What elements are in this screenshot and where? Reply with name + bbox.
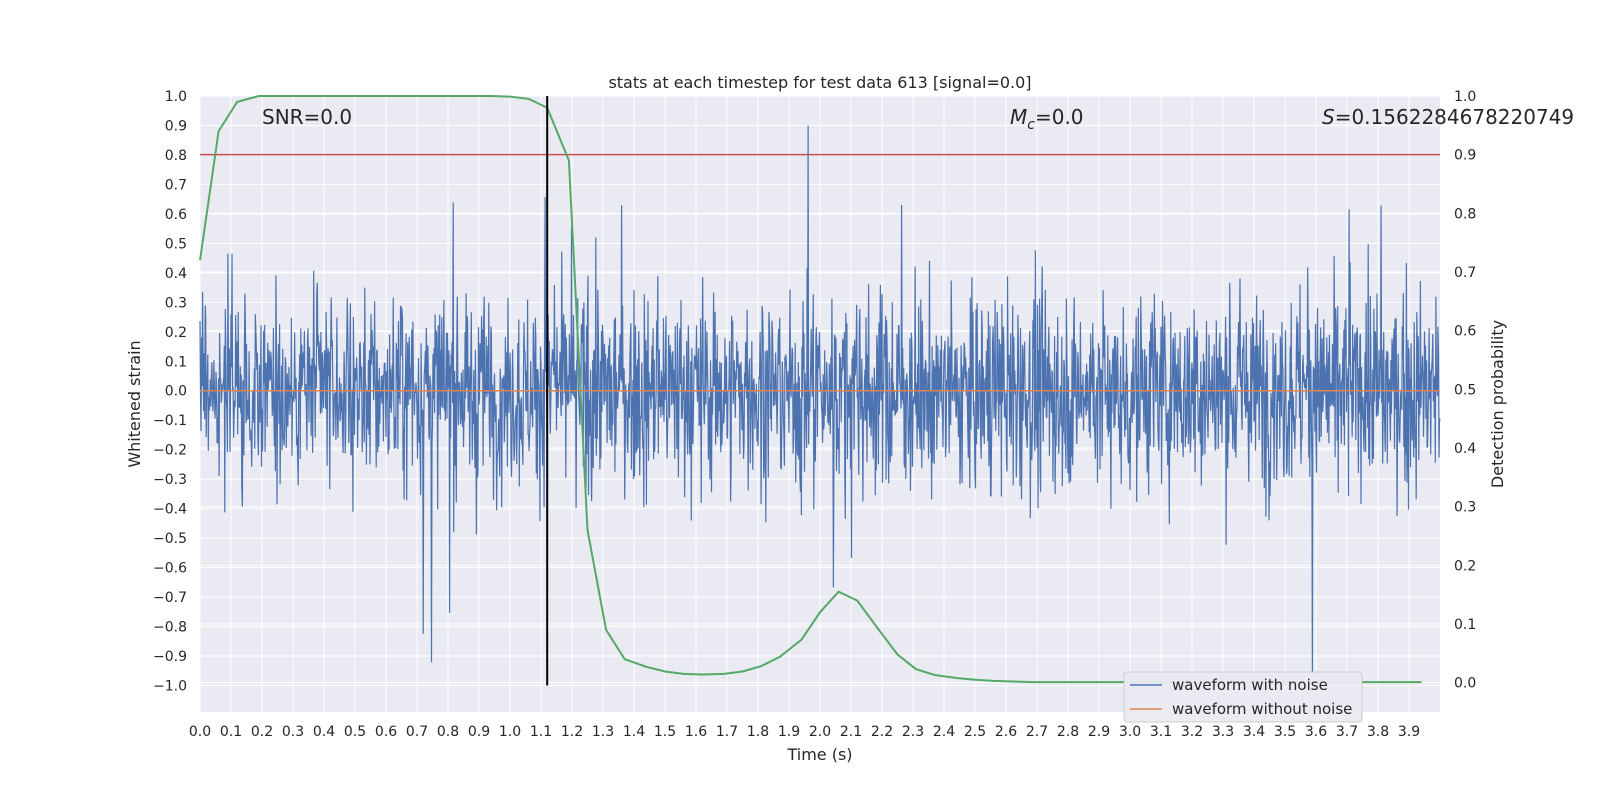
x-tick-label-34: 3.4 <box>1243 724 1265 740</box>
x-tick-labels: 0.0 0.1 0.2 0.3 0.4 0.5 0.6 0.7 0.8 0.9 1.0 1.1 1.2 1… <box>189 724 1420 740</box>
x-tick-label-30: 3.0 <box>1119 724 1141 740</box>
chart-title: stats at each timestep for test data 613… <box>608 73 1031 92</box>
x-tick-label-13: 1.3 <box>592 724 614 740</box>
y-left-tick-label-12: −0.2 <box>153 443 187 459</box>
y-left-tick-labels: 1.0 0.9 0.8 0.7 0.6 0.5 0.4 0.3 0.2 0.1 0.0 −0.1 −0.… <box>153 89 187 694</box>
x-tick-label-16: 1.6 <box>685 724 707 740</box>
x-tick-label-23: 2.3 <box>902 724 924 740</box>
x-tick-label-1: 0.1 <box>220 724 242 740</box>
x-tick-label-4: 0.4 <box>313 724 335 740</box>
mc-value: =0.0 <box>1035 105 1084 129</box>
y-left-tick-label-5: 0.5 <box>165 236 187 252</box>
y-right-tick-label-5: 0.5 <box>1454 382 1476 398</box>
snr-annotation: SNR=0.0 <box>262 105 352 129</box>
x-tick-label-31: 3.1 <box>1150 724 1172 740</box>
noisy-waveform-trace <box>199 125 1441 677</box>
x-tick-label-35: 3.5 <box>1274 724 1296 740</box>
y-left-axis-label: Whitened strain <box>125 340 144 467</box>
y-left-tick-label-8: 0.2 <box>165 325 187 341</box>
y-left-tick-label-4: 0.6 <box>165 207 187 223</box>
y-right-tick-label-3: 0.7 <box>1454 265 1476 281</box>
x-tick-label-29: 2.9 <box>1088 724 1110 740</box>
x-tick-label-5: 0.5 <box>344 724 366 740</box>
x-axis-label: Time (s) <box>786 745 852 764</box>
y-right-tick-label-7: 0.3 <box>1454 500 1476 516</box>
y-right-tick-label-4: 0.6 <box>1454 324 1476 340</box>
y-left-tick-label-1: 0.9 <box>165 118 187 134</box>
x-tick-label-15: 1.5 <box>654 724 676 740</box>
y-right-tick-label-2: 0.8 <box>1454 206 1476 222</box>
y-right-tick-label-8: 0.2 <box>1454 558 1476 574</box>
x-tick-label-8: 0.8 <box>437 724 459 740</box>
x-tick-label-36: 3.6 <box>1305 724 1327 740</box>
x-tick-label-21: 2.1 <box>840 724 862 740</box>
y-left-tick-label-20: −1.0 <box>153 678 187 694</box>
y-right-axis-label: Detection probability <box>1488 320 1507 488</box>
y-left-tick-label-17: −0.7 <box>153 590 187 606</box>
x-tick-label-6: 0.6 <box>375 724 397 740</box>
legend: waveform with noise waveform without noi… <box>1123 671 1363 723</box>
x-tick-label-11: 1.1 <box>530 724 552 740</box>
s-annotation: S=0.1562284678220749 <box>1322 105 1574 129</box>
x-tick-label-37: 3.7 <box>1336 724 1358 740</box>
legend-label-without-noise: waveform without noise <box>1172 700 1352 718</box>
y-left-tick-label-9: 0.1 <box>165 354 187 370</box>
y-right-tick-label-9: 0.1 <box>1454 617 1476 633</box>
x-tick-label-25: 2.5 <box>964 724 986 740</box>
y-left-tick-label-2: 0.8 <box>165 148 187 164</box>
x-tick-label-19: 1.9 <box>778 724 800 740</box>
y-left-tick-label-16: −0.6 <box>153 561 187 577</box>
y-left-tick-label-18: −0.8 <box>153 620 187 636</box>
x-tick-label-12: 1.2 <box>561 724 583 740</box>
x-tick-label-27: 2.7 <box>1026 724 1048 740</box>
x-tick-label-14: 1.4 <box>623 724 645 740</box>
x-tick-label-20: 2.0 <box>809 724 831 740</box>
x-tick-label-26: 2.6 <box>995 724 1017 740</box>
y-left-tick-label-3: 0.7 <box>165 177 187 193</box>
x-tick-label-7: 0.7 <box>406 724 428 740</box>
y-right-tick-label-6: 0.4 <box>1454 441 1476 457</box>
y-right-tick-label-0: 1.0 <box>1454 89 1476 105</box>
s-value: =0.1562284678220749 <box>1335 105 1574 129</box>
x-tick-label-2: 0.2 <box>251 724 273 740</box>
x-tick-label-0: 0.0 <box>189 724 211 740</box>
x-tick-label-10: 1.0 <box>499 724 521 740</box>
y-right-tick-label-10: 0.0 <box>1454 676 1476 692</box>
x-tick-label-9: 0.9 <box>468 724 490 740</box>
x-tick-label-38: 3.8 <box>1367 724 1389 740</box>
y-left-tick-label-19: −0.9 <box>153 649 187 665</box>
y-right-tick-label-1: 0.9 <box>1454 148 1476 164</box>
y-right-tick-labels: 1.0 0.9 0.8 0.7 0.6 0.5 0.4 0.3 0.2 0.1 0.0 <box>1454 89 1476 692</box>
mc-symbol: M <box>1010 105 1027 129</box>
y-left-tick-label-10: 0.0 <box>165 384 187 400</box>
y-left-tick-label-11: −0.1 <box>153 413 187 429</box>
x-tick-label-17: 1.7 <box>716 724 738 740</box>
mc-annotation: Mc=0.0 <box>1010 105 1084 133</box>
y-left-tick-label-6: 0.4 <box>165 266 187 282</box>
y-left-tick-label-0: 1.0 <box>165 89 187 105</box>
legend-label-with-noise: waveform with noise <box>1172 676 1328 694</box>
y-left-tick-label-15: −0.5 <box>153 531 187 547</box>
x-tick-label-24: 2.4 <box>933 724 955 740</box>
y-left-tick-label-7: 0.3 <box>165 295 187 311</box>
series-waveform-with-noise <box>199 125 1441 677</box>
s-symbol: S <box>1322 105 1335 129</box>
x-tick-label-39: 3.9 <box>1398 724 1420 740</box>
x-tick-label-32: 3.2 <box>1181 724 1203 740</box>
legend-box <box>1123 671 1363 723</box>
y-left-tick-label-14: −0.4 <box>153 502 187 518</box>
x-tick-label-28: 2.8 <box>1057 724 1079 740</box>
x-tick-label-33: 3.3 <box>1212 724 1234 740</box>
mc-subscript: c <box>1027 117 1035 133</box>
y-left-tick-label-13: −0.3 <box>153 472 187 488</box>
x-tick-label-3: 0.3 <box>282 724 304 740</box>
x-tick-label-22: 2.2 <box>871 724 893 740</box>
x-tick-label-18: 1.8 <box>747 724 769 740</box>
